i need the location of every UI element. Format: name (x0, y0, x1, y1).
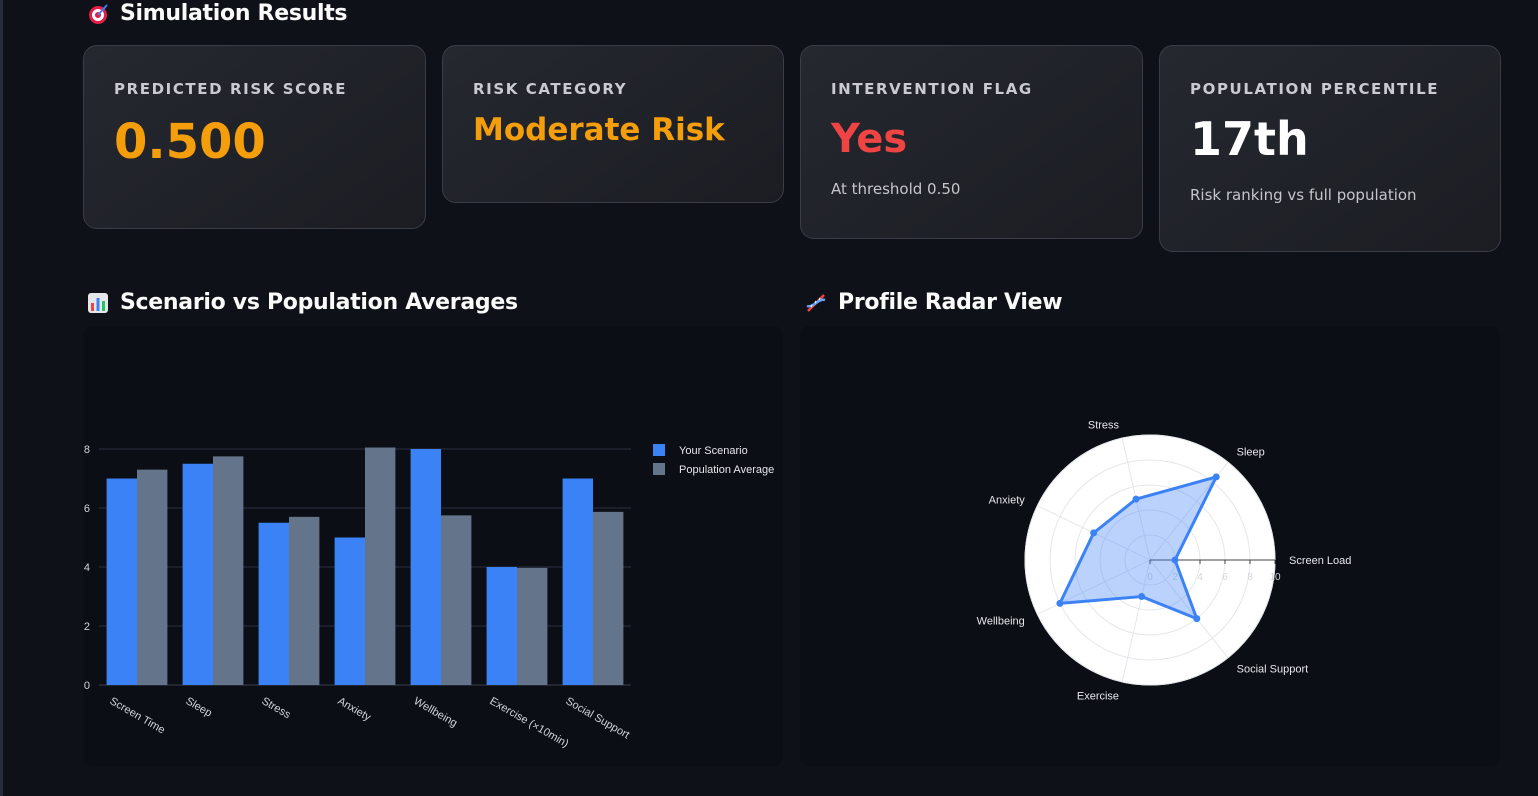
card-subtext: At threshold 0.50 (831, 180, 961, 198)
radar-section-heading: Profile Radar View (804, 290, 1063, 315)
legend-swatch (653, 463, 665, 475)
radar-radial-label: 0 (1147, 572, 1153, 583)
risk-score-value: 0.500 (114, 114, 266, 170)
card-subtext: Risk ranking vs full population (1190, 186, 1417, 204)
radar-spoke (1037, 559, 1151, 615)
radar-radial-label: 8 (1247, 572, 1253, 583)
bar-population (213, 456, 244, 685)
bar-population (137, 469, 168, 685)
radar-axis-label: Stress (1088, 419, 1120, 431)
card-label: INTERVENTION FLAG (831, 80, 1033, 98)
y-tick-label: 0 (84, 680, 90, 692)
radar-series-area (1058, 475, 1218, 621)
legend-swatch (653, 444, 665, 456)
bar-chart-icon (86, 291, 110, 315)
sidebar-edge (0, 0, 3, 796)
radar-axis-label: Sleep (1237, 446, 1265, 458)
bar-population (365, 447, 396, 685)
legend-label: Population Average (679, 464, 774, 476)
bar-population (289, 516, 320, 685)
y-tick-label: 2 (84, 621, 90, 633)
radar-spoke (1149, 559, 1229, 659)
card-label: PREDICTED RISK SCORE (114, 80, 348, 98)
radar-radial-label: 2 (1172, 572, 1178, 583)
results-heading: Simulation Results (86, 1, 348, 26)
card-label: POPULATION PERCENTILE (1190, 80, 1440, 98)
legend-label: Your Scenario (679, 445, 748, 457)
radar-point (1056, 599, 1064, 607)
radar-section-title: Profile Radar View (838, 290, 1063, 315)
radar-radial-label: 4 (1197, 572, 1203, 583)
radar-spoke (1121, 559, 1151, 682)
risk-category-value: Moderate Risk (473, 112, 725, 148)
bar-scenario (486, 567, 517, 685)
bar-scenario (334, 537, 365, 685)
bar-section-heading: Scenario vs Population Averages (86, 290, 518, 315)
radar-point (1138, 593, 1146, 601)
radar-point (1212, 473, 1220, 481)
radar-chart-panel: Screen Load Sleep Stress Anxiety Wellbeing Ex… (800, 326, 1500, 766)
population-percentile-card: POPULATION PERCENTILE 17th Risk ranking … (1159, 45, 1501, 252)
bar-population (517, 567, 548, 685)
target-icon (86, 2, 110, 26)
x-tick-label: Wellbeing (412, 695, 460, 729)
bar-scenario (182, 463, 213, 685)
bar-chart-panel: 0 2 4 6 8 Screen Time Sleep Stress Anxiety Wellbe… (83, 326, 783, 766)
intervention-flag-value: Yes (831, 116, 908, 162)
risk-score-card: PREDICTED RISK SCORE 0.500 (83, 45, 426, 229)
bar-scenario (106, 478, 137, 685)
radar-axis-label: Anxiety (989, 495, 1026, 507)
radar-axis-label: Screen Load (1289, 555, 1351, 567)
x-tick-label: Sleep (184, 695, 214, 719)
x-tick-label: Screen Time (108, 695, 167, 736)
radar-point (1193, 615, 1201, 623)
bar-scenario (258, 522, 289, 685)
x-tick-label: Stress (260, 695, 293, 721)
radar-point (1132, 495, 1140, 503)
card-label: RISK CATEGORY (473, 80, 628, 98)
y-tick-label: 4 (84, 562, 90, 574)
radar-axis-label: Wellbeing (977, 615, 1025, 627)
bar-scenario (562, 478, 593, 685)
bar-chart: 0 2 4 6 8 Screen Time Sleep Stress Anxiety Wellbe… (84, 444, 774, 750)
intervention-flag-card: INTERVENTION FLAG Yes At threshold 0.50 (800, 45, 1143, 239)
bar-population (593, 511, 624, 685)
radar-radial-label: 10 (1269, 572, 1281, 583)
radar-point (1171, 556, 1179, 564)
bar-population (441, 515, 472, 685)
results-title: Simulation Results (120, 1, 348, 26)
x-tick-label: Social Support (564, 695, 632, 741)
radar-chart: Screen Load Sleep Stress Anxiety Wellbeing Ex… (977, 419, 1352, 703)
radar-point (1090, 529, 1098, 537)
dna-icon (804, 291, 828, 315)
radar-radial-label: 6 (1222, 572, 1228, 583)
y-tick-label: 6 (84, 503, 90, 515)
x-tick-label: Exercise (×10min) (488, 695, 571, 750)
bar-scenario (410, 449, 441, 685)
risk-category-card: RISK CATEGORY Moderate Risk (442, 45, 784, 203)
radar-axis-label: Exercise (1077, 691, 1119, 703)
bar-section-title: Scenario vs Population Averages (120, 290, 518, 315)
x-tick-label: Anxiety (336, 695, 374, 724)
percentile-value: 17th (1190, 112, 1309, 166)
radar-axis-label: Social Support (1237, 664, 1309, 676)
y-tick-label: 8 (84, 444, 90, 456)
